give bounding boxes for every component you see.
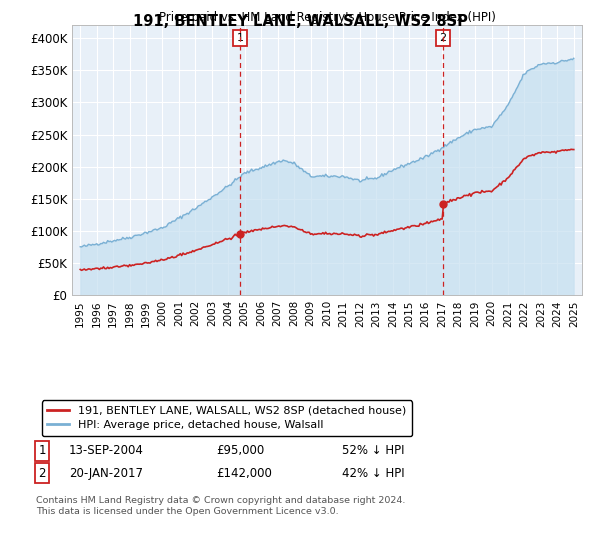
Text: 20-JAN-2017: 20-JAN-2017 [69,466,143,480]
Text: 13-SEP-2004: 13-SEP-2004 [69,444,144,458]
Legend: 191, BENTLEY LANE, WALSALL, WS2 8SP (detached house), HPI: Average price, detach: 191, BENTLEY LANE, WALSALL, WS2 8SP (det… [41,400,412,436]
Text: Contains HM Land Registry data © Crown copyright and database right 2024.: Contains HM Land Registry data © Crown c… [36,496,406,505]
Text: £95,000: £95,000 [216,444,264,458]
Title: Price paid vs. HM Land Registry's House Price Index (HPI): Price paid vs. HM Land Registry's House … [158,11,496,24]
Text: £142,000: £142,000 [216,466,272,480]
Text: 1: 1 [236,33,244,43]
Text: 2: 2 [439,33,446,43]
Text: 52% ↓ HPI: 52% ↓ HPI [342,444,404,458]
Text: 191, BENTLEY LANE, WALSALL, WS2 8SP: 191, BENTLEY LANE, WALSALL, WS2 8SP [133,14,467,29]
Text: 42% ↓ HPI: 42% ↓ HPI [342,466,404,480]
Text: 1: 1 [38,444,46,458]
Text: 2: 2 [38,466,46,480]
Text: This data is licensed under the Open Government Licence v3.0.: This data is licensed under the Open Gov… [36,507,338,516]
